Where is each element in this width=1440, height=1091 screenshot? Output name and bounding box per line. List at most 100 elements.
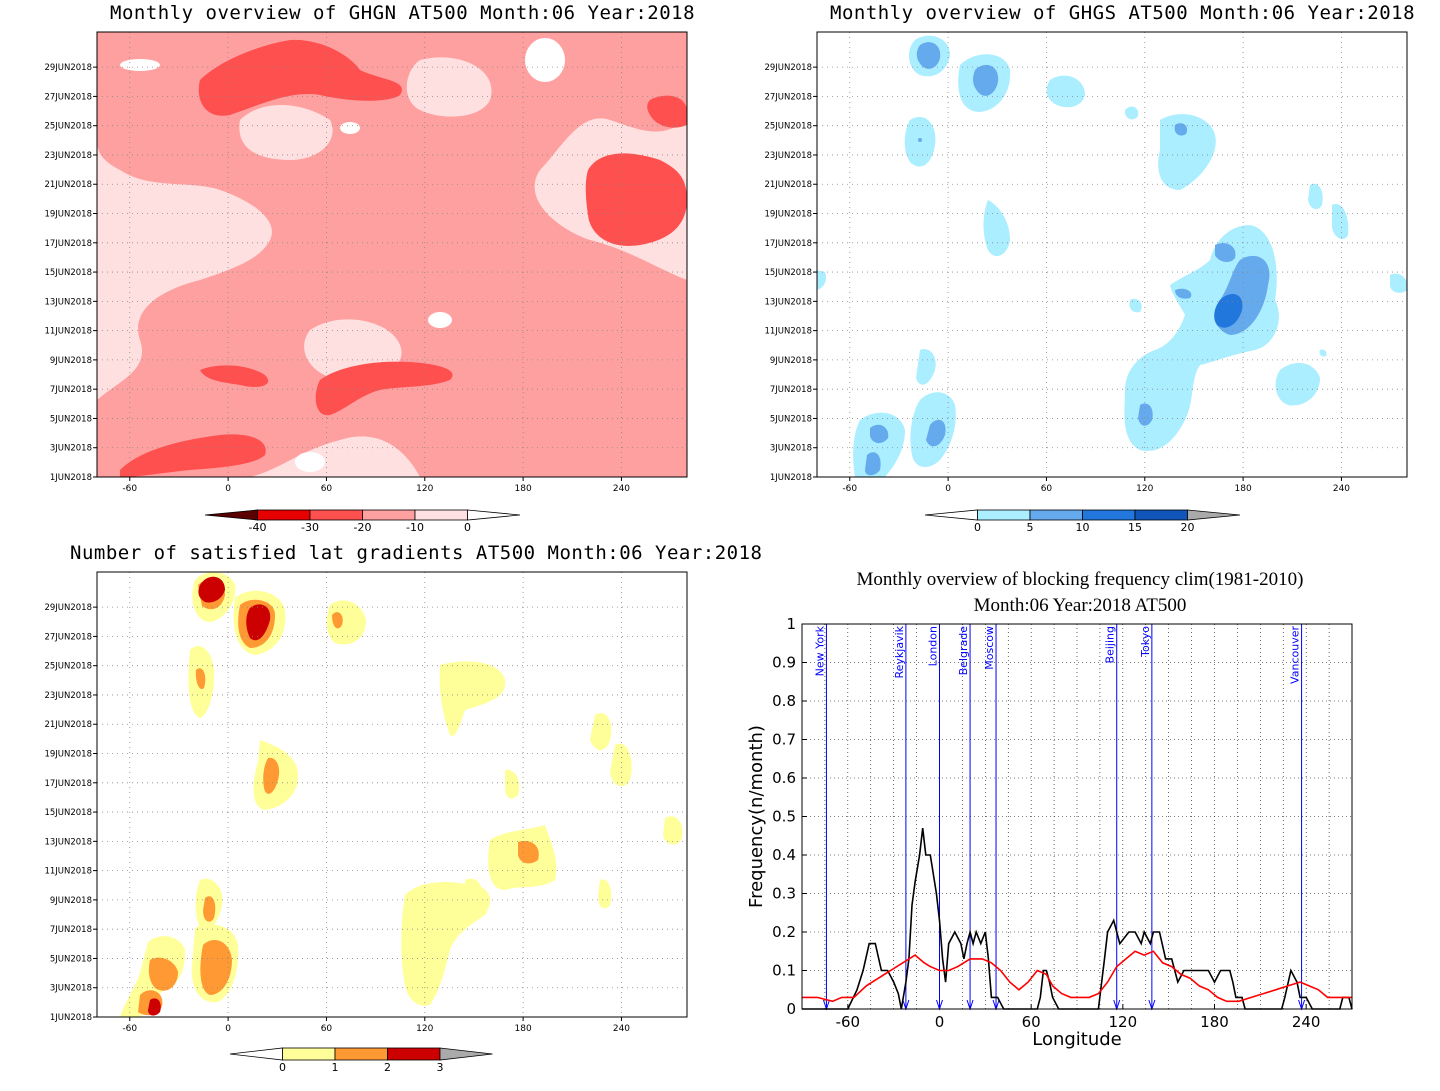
y-tick-label: 17JUN2018	[44, 779, 92, 789]
ghgn-white-spot-2	[340, 122, 360, 134]
x-tick-label: 180	[515, 484, 532, 494]
axes: -60 0 60 120 180 240 1JUN2018 3JUN2018 5JUN2018 7…	[44, 603, 630, 1034]
y-tick-label: 15JUN2018	[44, 268, 92, 278]
colorbar-label: -20	[354, 521, 372, 534]
y-tick-label: 11JUN2018	[44, 327, 92, 337]
colorbar-label: -30	[301, 521, 319, 534]
x-axis-label: Longitude	[1032, 1029, 1122, 1050]
ghgs-blob	[1158, 114, 1216, 190]
city-label: Tokyo	[1139, 626, 1152, 658]
y-tick-label: 1	[786, 615, 796, 633]
grid-lines	[801, 623, 1353, 1010]
grad-blob	[148, 998, 161, 1016]
y-tick-label: 1JUN2018	[770, 473, 812, 483]
y-tick-label: 21JUN2018	[764, 180, 812, 190]
y-tick-label: 25JUN2018	[44, 122, 92, 132]
y-axis-label: Frequency(n/month)	[746, 725, 767, 908]
colorbar-label: 0	[279, 1061, 286, 1074]
grad-blob	[246, 604, 271, 641]
y-tick-label: 25JUN2018	[764, 122, 812, 132]
grad-blob	[148, 957, 178, 991]
y-tick-label: 3JUN2018	[770, 444, 812, 454]
ghgn-contour-medium-6	[200, 365, 269, 387]
y-tick-label: 23JUN2018	[44, 691, 92, 701]
colorbar-segment	[1029, 509, 1083, 521]
colorbar-segment	[1082, 509, 1136, 521]
x-tick-label: 240	[613, 1024, 630, 1034]
ghgs-center-marker	[918, 138, 922, 142]
colorbar-label: 3	[437, 1061, 444, 1074]
x-tick-label: -60	[122, 484, 137, 494]
x-tick-label: 240	[1292, 1013, 1321, 1031]
ghgs-blob	[817, 270, 827, 290]
x-tick-label: 60	[321, 484, 333, 494]
panel-gradients: Number of satisfied lat gradients AT500 …	[0, 540, 762, 1091]
chart-title: Monthly overview of GHGS AT500 Month:06 …	[830, 2, 1416, 24]
y-tick-label: 13JUN2018	[764, 297, 812, 307]
ghgs-field-background	[817, 32, 1407, 477]
plot-frame	[96, 31, 688, 478]
x-tick-label: 0	[225, 484, 231, 494]
ghgs-contours-dark	[1214, 294, 1243, 328]
y-tick-label: 0.2	[772, 923, 796, 941]
axes: -60 0 60 120 180 240 1JUN2018 3JUN2018 5JUN2018 7…	[764, 63, 1350, 494]
colorbar-extend-high	[1187, 509, 1241, 521]
grad-blob	[663, 816, 683, 845]
panel-blocking: Monthly overview of blocking frequency c…	[720, 545, 1440, 1091]
y-tick-label: 3JUN2018	[50, 984, 92, 994]
y-tick-label: 7JUN2018	[50, 385, 92, 395]
y-tick-label: 7JUN2018	[770, 385, 812, 395]
ghgs-blob	[853, 412, 905, 477]
grad-blob	[203, 896, 216, 922]
ghgs-blob	[1174, 123, 1188, 136]
colorbar-segment	[387, 1047, 441, 1061]
colorbar-extend-high	[439, 1047, 493, 1061]
x-tick-label: -60	[842, 484, 857, 494]
x-tick-label: 120	[1109, 1013, 1138, 1031]
grad-blob	[332, 612, 343, 629]
y-tick-label: 0.5	[772, 808, 796, 826]
chart-title: Number of satisfied lat gradients AT500 …	[70, 542, 763, 564]
colorbar-label: 2	[384, 1061, 391, 1074]
ghgs-blob	[1124, 106, 1139, 120]
y-tick-label: 23JUN2018	[764, 151, 812, 161]
ghgs-blob	[1214, 294, 1243, 328]
y-tick-label: 0.9	[772, 654, 796, 672]
y-tick-label: 5JUN2018	[50, 954, 92, 964]
chart-title: Monthly overview of blocking frequency c…	[856, 569, 1304, 590]
chart-subtitle: Month:06 Year:2018 AT500	[973, 595, 1187, 616]
plot-frame	[96, 571, 688, 1018]
colorbar-segment	[282, 1047, 336, 1061]
y-tick-label: 21JUN2018	[44, 720, 92, 730]
y-tick-label: 25JUN2018	[44, 662, 92, 672]
colorbar-segment	[362, 509, 416, 521]
x-tick-label: -60	[836, 1013, 861, 1031]
x-tick-label: 60	[1041, 484, 1053, 494]
gradients-plot: -60 0 60 120 180 2401JUN20183JUN20185JUN20187…	[44, 571, 688, 1074]
colorbar-label: 1	[332, 1061, 339, 1074]
y-tick-label: 17JUN2018	[764, 239, 812, 249]
grad-blob	[200, 940, 232, 995]
ghgs-blob	[1138, 403, 1153, 426]
city-markers: New York Reykjavik London Belgrade Moscow Bei…	[813, 624, 1306, 1011]
city-label: London	[927, 626, 940, 666]
colorbar-label: 5	[1027, 521, 1034, 534]
y-tick-label: 23JUN2018	[44, 151, 92, 161]
city-label: Beijing	[1104, 626, 1117, 663]
y-tick-label: 11JUN2018	[44, 867, 92, 877]
ghgs-blob	[983, 200, 1010, 257]
y-tick-label: 19JUN2018	[44, 750, 92, 760]
colorbar: 0 5 10 15 20	[924, 509, 1241, 534]
y-tick-label: 0.8	[772, 692, 796, 710]
y-tick-label: 0	[786, 1000, 796, 1018]
y-tick-label: 3JUN2018	[50, 444, 92, 454]
ghgn-contour-medium-4	[315, 361, 453, 416]
y-tick-label: 19JUN2018	[44, 210, 92, 220]
x-tick-label: 120	[416, 484, 433, 494]
colorbar-segment	[334, 1047, 388, 1061]
grad-blob	[263, 757, 280, 794]
y-tick-label: 19JUN2018	[764, 210, 812, 220]
ghgs-blob	[1332, 204, 1349, 240]
x-tick-label: 120	[1136, 484, 1153, 494]
colorbar: 0 1 2 3	[229, 1047, 493, 1074]
